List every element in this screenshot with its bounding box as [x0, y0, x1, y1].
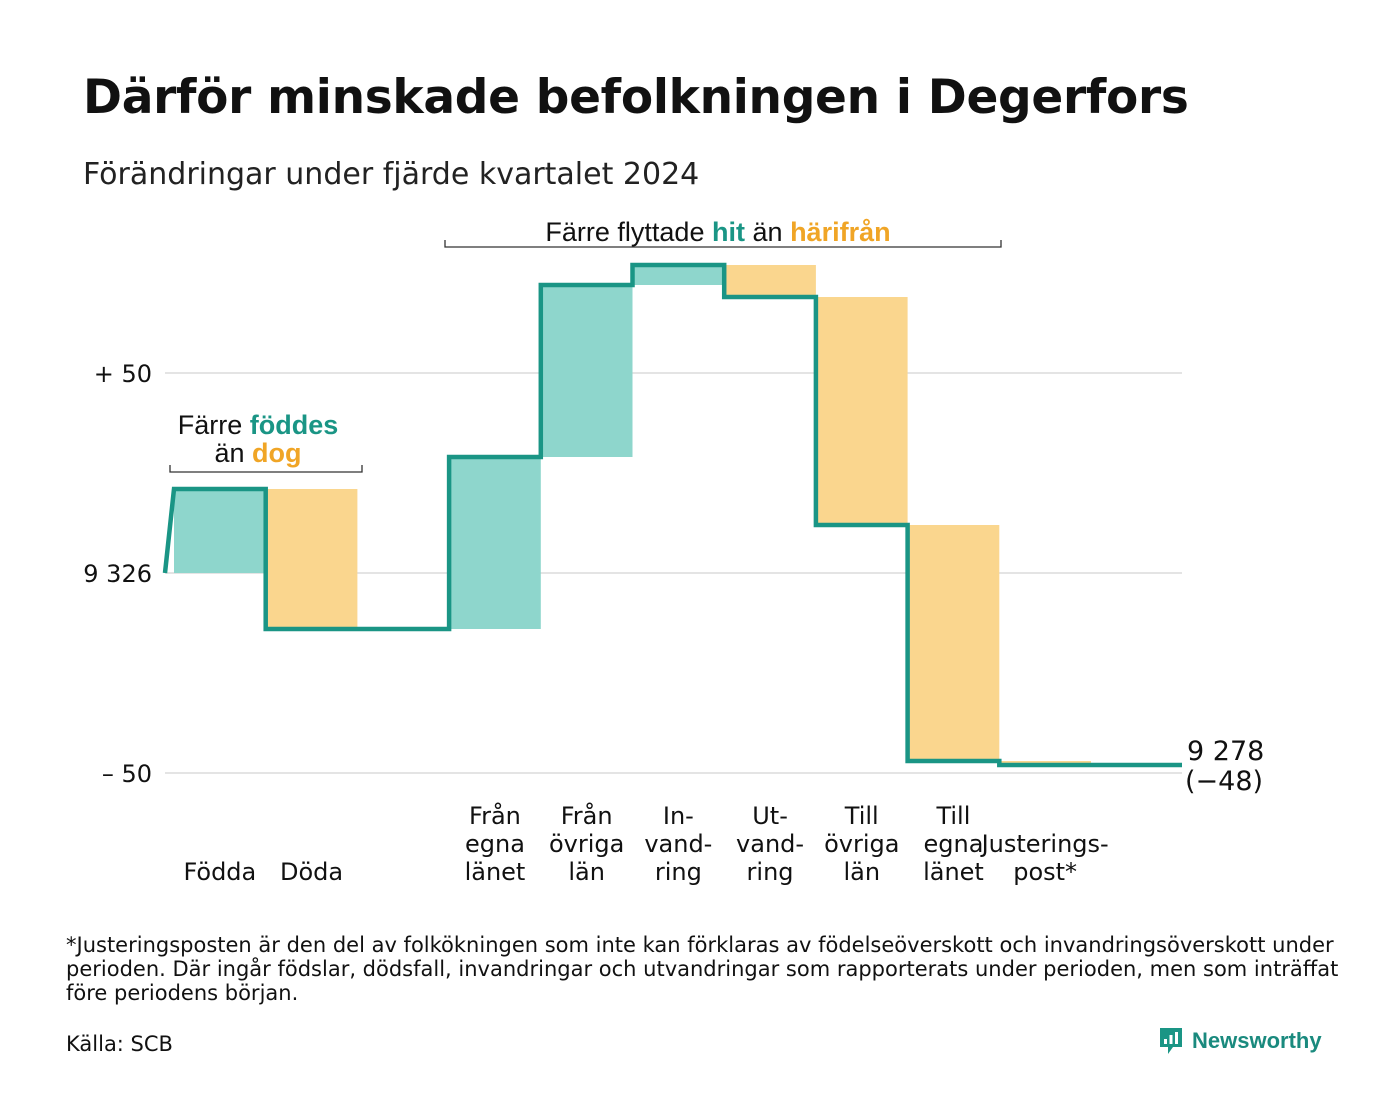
migration-bracket — [444, 240, 1002, 248]
category-label: ring — [747, 858, 794, 886]
births-annotation-line1: Färre föddes — [178, 410, 339, 440]
category-label: Födda — [183, 858, 256, 886]
waterfall-bar — [907, 525, 1000, 761]
chart-subtitle: Förändringar under fjärde kvartalet 2024 — [83, 157, 700, 192]
cumulative-step-line — [162, 262, 1182, 768]
migration-annotation: Färre flyttade hit än härifrån — [545, 217, 890, 247]
births-bracket — [169, 465, 363, 473]
waterfall-bar — [265, 489, 358, 629]
category-label: post* — [1013, 858, 1077, 886]
y-tick-label: – 50 — [102, 760, 152, 788]
end-change-label: (−48) — [1185, 766, 1263, 797]
category-label: Från — [561, 801, 613, 830]
category-label: In- — [663, 802, 694, 830]
waterfall-bar — [724, 265, 816, 297]
y-tick-label: 9 326 — [83, 560, 152, 588]
chart-title: Därför minskade befolkningen i Degerfors — [83, 70, 1189, 125]
births-annotation-line2: än dog — [214, 438, 301, 468]
category-label: Döda — [280, 858, 343, 886]
y-tick-label: + 50 — [94, 360, 152, 388]
category-label: Justerings- — [980, 830, 1109, 858]
end-value-label: 9 278 — [1187, 736, 1264, 767]
category-label: Till — [935, 802, 970, 830]
newsworthy-logo-icon — [1160, 1028, 1182, 1054]
category-label: vand- — [736, 830, 804, 858]
category-label: egna — [923, 830, 983, 858]
category-label: ring — [655, 858, 702, 886]
category-label: län — [568, 858, 605, 886]
brand-logo[interactable]: Newsworthy — [1158, 1026, 1322, 1056]
category-label: vand- — [644, 830, 712, 858]
brand-name: Newsworthy — [1192, 1028, 1322, 1053]
category-label: Till — [844, 802, 879, 830]
category-label: länet — [923, 858, 984, 886]
category-label: län — [843, 858, 880, 886]
waterfall-bar — [174, 489, 266, 573]
category-label: länet — [465, 858, 526, 886]
footnote: *Justeringsposten är den del av folkökni… — [66, 933, 1339, 1005]
waterfall-bar — [449, 457, 541, 629]
category-label: övriga — [549, 830, 624, 858]
category-label: övriga — [824, 830, 899, 858]
category-label: egna — [465, 830, 525, 858]
category-label: Från — [469, 801, 521, 830]
waterfall-bar — [632, 265, 725, 285]
waterfall-bar — [815, 297, 908, 525]
source-label: Källa: SCB — [66, 1032, 173, 1056]
waterfall-bar — [540, 285, 633, 457]
category-label: Ut- — [752, 802, 788, 830]
